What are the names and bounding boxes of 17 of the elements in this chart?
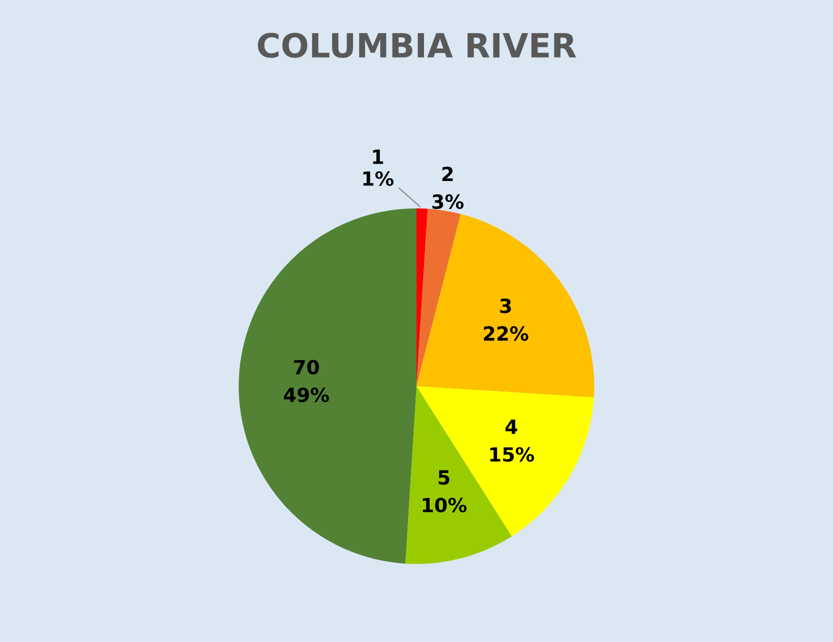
data-label: 10% [422, 498, 467, 512]
pie-slice [238, 208, 416, 564]
slice-label: 1 [373, 150, 384, 164]
slice-label: 3 [500, 298, 511, 314]
data-label: 15% [490, 447, 534, 462]
slice-label: 4 [505, 420, 518, 434]
slice-label: 70 [294, 360, 319, 375]
pie-slice [416, 386, 594, 536]
data-label: 22% [484, 326, 528, 341]
data-label: 1% [363, 171, 394, 186]
slice-label: 2 [442, 166, 453, 182]
data-label: 49% [284, 388, 329, 402]
pie-slice [416, 208, 461, 386]
data-label: 3% [432, 194, 464, 210]
pie-slice [416, 214, 594, 398]
chart-title: COLUMBIA RIVER [258, 32, 576, 58]
slice-label: 5 [438, 470, 450, 485]
